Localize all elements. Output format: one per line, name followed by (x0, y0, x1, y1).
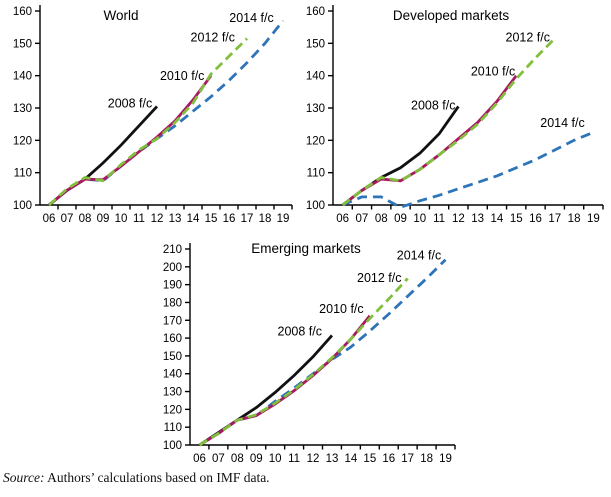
svg-text:19: 19 (439, 453, 452, 465)
svg-text:17: 17 (548, 213, 561, 225)
svg-text:17: 17 (241, 213, 254, 225)
svg-text:160: 160 (163, 333, 182, 345)
svg-text:210: 210 (163, 244, 182, 256)
svg-text:120: 120 (13, 135, 32, 147)
svg-text:12: 12 (307, 453, 320, 465)
svg-text:2010 f/c: 2010 f/c (319, 302, 363, 316)
svg-text:07: 07 (212, 453, 225, 465)
svg-text:13: 13 (169, 213, 182, 225)
svg-text:140: 140 (163, 369, 182, 381)
svg-text:16: 16 (223, 213, 236, 225)
svg-text:06: 06 (336, 213, 349, 225)
source-note: Source: Authors’ calculations based on I… (3, 470, 270, 486)
svg-text:180: 180 (163, 297, 182, 309)
svg-text:100: 100 (306, 200, 325, 212)
svg-text:110: 110 (307, 168, 325, 180)
svg-text:06: 06 (193, 453, 206, 465)
svg-text:10: 10 (269, 453, 282, 465)
svg-text:13: 13 (326, 453, 339, 465)
svg-text:2012 f/c: 2012 f/c (357, 271, 401, 285)
svg-text:120: 120 (306, 135, 325, 147)
world-chart-svg: 100 110 120 130 140 150 160 06 07 08 09 10 11 12 13 14 1… (13, 5, 293, 225)
svg-text:14: 14 (344, 453, 357, 465)
developed-markets-chart: 100 110 120 130 140 150 160 06 07 08 09 10 11 12 13 14 1… (303, 0, 611, 237)
svg-text:130: 130 (13, 103, 32, 115)
svg-text:140: 140 (13, 71, 32, 83)
svg-text:09: 09 (250, 453, 263, 465)
svg-text:15: 15 (205, 213, 218, 225)
svg-text:08: 08 (231, 453, 244, 465)
svg-text:07: 07 (61, 213, 74, 225)
svg-text:09: 09 (97, 213, 110, 225)
emerging-markets-chart: 100 110 120 130 140 150 160 170 180 190 200 210 06 07… (148, 237, 493, 484)
svg-text:16: 16 (529, 213, 542, 225)
svg-text:100: 100 (13, 200, 32, 212)
svg-text:200: 200 (163, 262, 182, 274)
emerging-markets-chart-svg: 100 110 120 130 140 150 160 170 180 190 200 210 06 07… (163, 241, 456, 465)
svg-text:2008 f/c: 2008 f/c (108, 97, 152, 111)
world-chart: 100 110 120 130 140 150 160 06 07 08 09 10 11 12 13 14 1… (0, 0, 300, 237)
source-label: Source: (3, 470, 45, 485)
svg-text:18: 18 (568, 213, 581, 225)
svg-text:15: 15 (510, 213, 523, 225)
svg-text:150: 150 (306, 38, 325, 50)
svg-text:100: 100 (163, 440, 182, 452)
svg-text:Emerging markets: Emerging markets (251, 241, 361, 256)
svg-text:140: 140 (306, 71, 325, 83)
svg-text:2010 f/c: 2010 f/c (471, 64, 515, 78)
developed-markets-chart-svg: 100 110 120 130 140 150 160 06 07 08 09 10 11 12 13 14 1… (306, 5, 604, 225)
svg-text:190: 190 (163, 280, 182, 292)
svg-text:2014 f/c: 2014 f/c (229, 11, 273, 25)
svg-text:18: 18 (259, 213, 272, 225)
svg-text:2008 f/c: 2008 f/c (411, 98, 455, 112)
svg-text:110: 110 (164, 422, 182, 434)
svg-text:120: 120 (163, 404, 182, 416)
svg-text:13: 13 (471, 213, 484, 225)
svg-text:08: 08 (375, 213, 388, 225)
svg-text:160: 160 (306, 6, 325, 18)
svg-text:16: 16 (382, 453, 395, 465)
svg-text:14: 14 (491, 213, 504, 225)
svg-text:2010 f/c: 2010 f/c (160, 69, 204, 83)
svg-text:11: 11 (433, 213, 445, 225)
svg-text:10: 10 (115, 213, 128, 225)
svg-text:19: 19 (587, 213, 600, 225)
svg-text:15: 15 (363, 453, 376, 465)
source-text: Authors’ calculations based on IMF data. (44, 470, 270, 485)
svg-text:2014 f/c: 2014 f/c (397, 249, 441, 263)
svg-text:110: 110 (14, 168, 32, 180)
svg-text:08: 08 (79, 213, 92, 225)
svg-text:12: 12 (452, 213, 465, 225)
svg-text:130: 130 (306, 103, 325, 115)
svg-text:07: 07 (356, 213, 369, 225)
svg-text:17: 17 (401, 453, 414, 465)
svg-text:18: 18 (420, 453, 433, 465)
svg-text:14: 14 (187, 213, 200, 225)
svg-text:170: 170 (163, 315, 182, 327)
svg-text:11: 11 (288, 453, 300, 465)
svg-text:130: 130 (163, 387, 182, 399)
svg-text:160: 160 (13, 6, 32, 18)
svg-text:10: 10 (413, 213, 426, 225)
svg-text:11: 11 (133, 213, 145, 225)
svg-text:12: 12 (151, 213, 164, 225)
svg-text:2012 f/c: 2012 f/c (506, 30, 550, 44)
svg-text:19: 19 (277, 213, 290, 225)
svg-text:2012 f/c: 2012 f/c (191, 30, 235, 44)
svg-text:09: 09 (394, 213, 407, 225)
svg-text:06: 06 (43, 213, 56, 225)
svg-text:150: 150 (13, 38, 32, 50)
svg-text:150: 150 (163, 351, 182, 363)
svg-text:Developed markets: Developed markets (393, 8, 510, 23)
svg-text:2014 f/c: 2014 f/c (540, 116, 584, 130)
svg-text:World: World (103, 8, 138, 23)
svg-text:2008 f/c: 2008 f/c (278, 324, 322, 338)
